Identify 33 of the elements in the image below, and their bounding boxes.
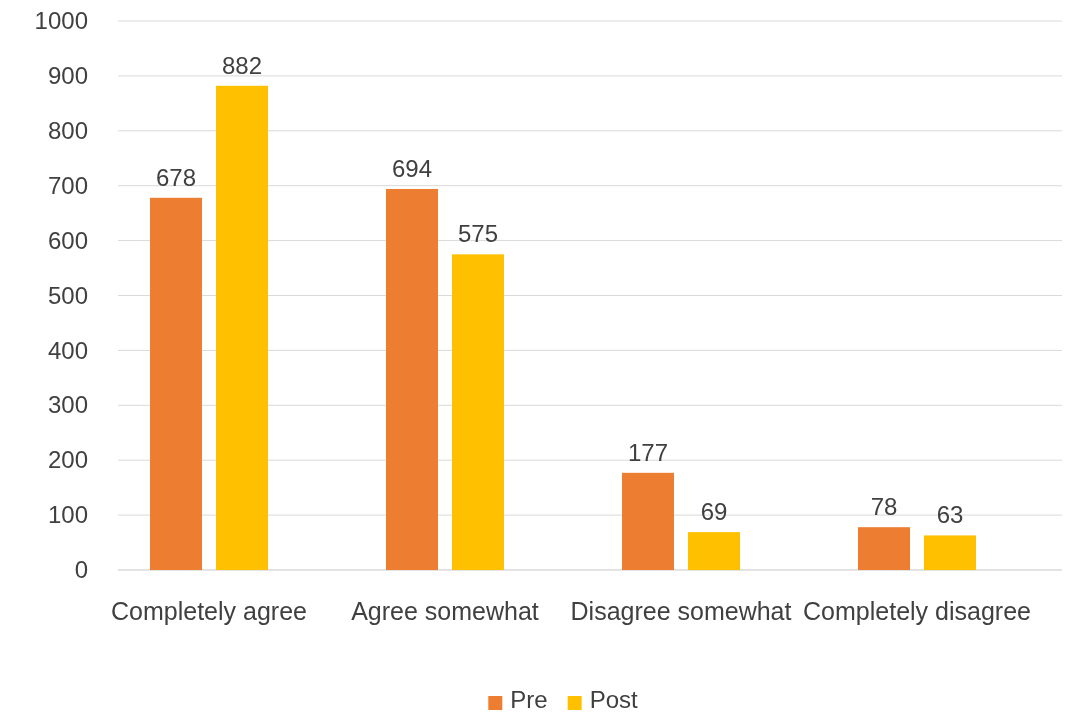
bar [858,527,910,570]
y-tick-label: 300 [47,391,88,419]
legend-label: Post [589,686,639,713]
y-tick-label: 1000 [34,7,88,35]
data-label: 678 [155,163,197,191]
bar [688,532,740,570]
x-tick-label: Completely disagree [803,597,1031,625]
bar [386,188,438,570]
y-tick-label: 100 [47,501,88,529]
data-label: 882 [221,51,263,79]
x-tick-label: Agree somewhat [351,597,539,625]
y-tick-label: 700 [47,171,88,199]
data-label: 177 [627,438,669,466]
bar [216,85,268,570]
y-tick-label: 600 [47,226,88,254]
y-tick-label: 0 [74,556,88,584]
legend-label: Pre [510,686,548,713]
x-tick-label: Completely agree [111,597,307,625]
bar [452,254,504,570]
data-label: 69 [700,498,728,526]
data-label: 575 [457,220,499,248]
x-tick-label: Disagree somewhat [570,597,792,625]
data-label: 78 [870,493,898,521]
data-label: 63 [936,501,964,529]
bar [622,472,674,570]
data-label: 694 [391,154,433,182]
bar [924,535,976,570]
y-tick-label: 500 [47,281,88,309]
y-tick-label: 400 [47,336,88,364]
y-tick-label: 800 [47,116,88,144]
bar [150,197,202,570]
y-tick-label: 900 [47,62,88,90]
y-tick-label: 200 [47,446,88,474]
